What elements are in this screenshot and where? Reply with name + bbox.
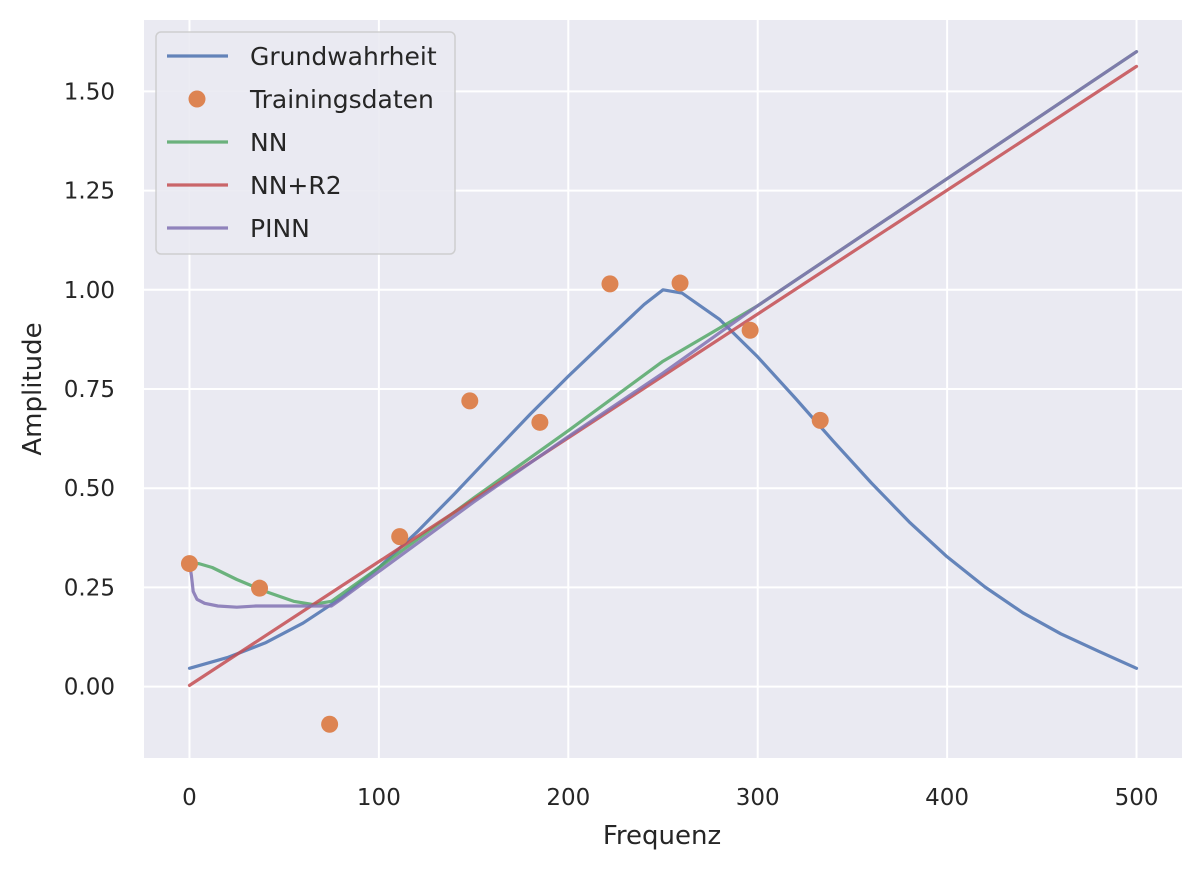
- data-point: [391, 528, 409, 546]
- legend-swatch-marker: [188, 90, 206, 108]
- y-tick-label: 1.50: [64, 79, 115, 105]
- x-tick-label: 0: [182, 785, 197, 811]
- y-tick-label: 0.75: [64, 377, 115, 403]
- legend-label: NN: [250, 128, 287, 157]
- legend-label: Grundwahrheit: [250, 42, 437, 71]
- legend: Grundwahrheit Trainingsdaten NN NN+R2 PINN: [155, 31, 456, 255]
- y-tick-label: 0.25: [64, 575, 115, 601]
- y-tick-label: 1.25: [64, 179, 115, 205]
- legend-label: PINN: [250, 214, 310, 243]
- series-lines: [187, 50, 1139, 688]
- y-tick-label: 0.00: [64, 675, 115, 701]
- x-tick-label: 400: [925, 785, 969, 811]
- data-point: [321, 715, 339, 733]
- y-axis-label: Amplitude: [18, 322, 48, 455]
- legend-box: [155, 31, 456, 255]
- x-tick-label: 100: [357, 785, 401, 811]
- data-point: [180, 555, 198, 573]
- data-point: [251, 579, 269, 597]
- x-tick-label: 300: [736, 785, 780, 811]
- legend-label: Trainingsdaten: [249, 85, 434, 114]
- data-point: [671, 274, 689, 292]
- y-tick-label: 1.00: [64, 278, 115, 304]
- data-point: [811, 411, 829, 429]
- data-point: [741, 321, 759, 339]
- x-axis-label: Frequenz: [603, 821, 721, 851]
- legend-label: NN+R2: [250, 171, 342, 200]
- x-tick-label: 200: [546, 785, 590, 811]
- series-points: [180, 274, 829, 733]
- series-line-nn: [187, 50, 1139, 607]
- data-point: [601, 275, 619, 293]
- y-tick-labels: 0.00 0.25 0.50 0.75 1.00 1.25 1.50: [64, 79, 115, 700]
- data-point: [461, 392, 479, 410]
- data-point: [531, 413, 549, 431]
- x-tick-label: 500: [1115, 785, 1159, 811]
- y-tick-label: 0.50: [64, 476, 115, 502]
- series-line-grundwahrheit: [187, 288, 1139, 670]
- series-line-nn-r2: [187, 64, 1139, 688]
- x-tick-labels: 0 100 200 300 400 500: [182, 785, 1158, 811]
- series-line-pinn: [187, 50, 1139, 609]
